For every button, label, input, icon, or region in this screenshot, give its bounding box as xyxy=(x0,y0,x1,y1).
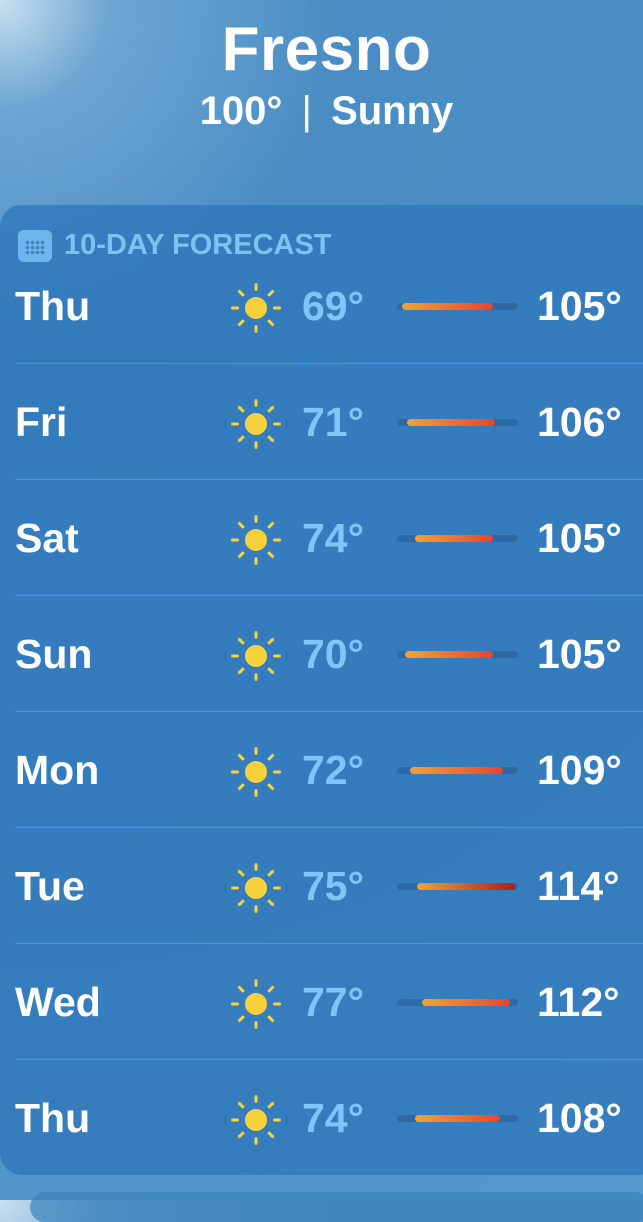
low-temp: 70° xyxy=(302,631,365,677)
ten-day-forecast-card[interactable]: 10-DAY FORECAST Thu 69° 105° Fri 71° 106°… xyxy=(0,205,643,1175)
row-divider xyxy=(15,479,643,480)
temp-range-fill xyxy=(404,651,493,658)
high-temp: 108° xyxy=(537,1095,622,1141)
high-temp: 105° xyxy=(537,515,622,561)
current-conditions: 100° | Sunny xyxy=(10,86,643,136)
sun-icon xyxy=(230,978,282,1030)
low-temp: 75° xyxy=(302,863,365,909)
temp-range-fill xyxy=(417,883,516,890)
current-temp: 100° xyxy=(199,89,283,133)
row-divider xyxy=(15,711,643,712)
forecast-row[interactable]: Mon 72° 109° xyxy=(0,711,643,844)
day-label: Wed xyxy=(15,979,101,1025)
temp-range-fill xyxy=(409,767,503,774)
day-label: Thu xyxy=(15,283,91,329)
temp-range-bar xyxy=(397,651,518,658)
day-label: Mon xyxy=(15,747,100,793)
high-temp: 114° xyxy=(537,863,620,909)
row-divider xyxy=(15,595,643,596)
high-temp: 109° xyxy=(537,747,622,793)
row-divider xyxy=(15,1059,643,1060)
location-header: Fresno 100° | Sunny xyxy=(0,14,643,136)
next-card xyxy=(30,1192,643,1222)
temp-range-bar xyxy=(397,419,518,426)
sun-icon xyxy=(230,514,282,566)
forecast-row[interactable]: Thu 69° 105° xyxy=(0,264,643,380)
sun-icon xyxy=(230,1094,282,1146)
forecast-title: 10-DAY FORECAST xyxy=(64,229,332,261)
temp-range-bar xyxy=(397,883,518,890)
city-name: Fresno xyxy=(221,15,432,84)
low-temp: 69° xyxy=(302,283,365,329)
temp-range-bar xyxy=(397,767,518,774)
high-temp: 112° xyxy=(537,979,620,1025)
day-label: Thu xyxy=(15,1095,91,1141)
sun-icon xyxy=(230,862,282,914)
temp-range-fill xyxy=(402,303,493,310)
low-temp: 74° xyxy=(302,1095,365,1141)
row-divider xyxy=(15,943,643,944)
row-divider xyxy=(15,363,643,364)
forecast-row[interactable]: Fri 71° 106° xyxy=(0,363,643,496)
separator: | xyxy=(301,89,312,133)
day-label: Fri xyxy=(15,399,68,445)
high-temp: 106° xyxy=(537,399,622,445)
temp-range-bar xyxy=(397,999,518,1006)
sun-icon xyxy=(230,630,282,682)
forecast-row[interactable]: Sat 74° 105° xyxy=(0,479,643,612)
forecast-row[interactable]: Tue 75° 114° xyxy=(0,827,643,960)
forecast-row[interactable]: Thu 74° 108° xyxy=(0,1059,643,1192)
temp-range-fill xyxy=(414,535,493,542)
forecast-row[interactable]: Wed 77° 112° xyxy=(0,943,643,1076)
condition: Sunny xyxy=(331,89,454,133)
day-label: Sat xyxy=(15,515,79,561)
temp-range-bar xyxy=(397,303,518,310)
temp-range-fill xyxy=(414,1115,501,1122)
low-temp: 74° xyxy=(302,515,365,561)
row-divider xyxy=(15,827,643,828)
temp-range-bar xyxy=(397,535,518,542)
calendar-icon xyxy=(18,229,52,262)
high-temp: 105° xyxy=(537,283,622,329)
day-label: Sun xyxy=(15,631,93,677)
low-temp: 77° xyxy=(302,979,365,1025)
low-temp: 72° xyxy=(302,747,365,793)
sun-icon xyxy=(230,746,282,798)
low-temp: 71° xyxy=(302,399,365,445)
temp-range-bar xyxy=(397,1115,518,1122)
sun-icon xyxy=(230,398,282,450)
high-temp: 105° xyxy=(537,631,622,677)
day-label: Tue xyxy=(15,863,85,909)
forecast-row[interactable]: Sun 70° 105° xyxy=(0,595,643,728)
sun-icon xyxy=(230,282,282,334)
forecast-header: 10-DAY FORECAST xyxy=(18,229,332,262)
temp-range-fill xyxy=(422,999,511,1006)
temp-range-fill xyxy=(407,419,496,426)
